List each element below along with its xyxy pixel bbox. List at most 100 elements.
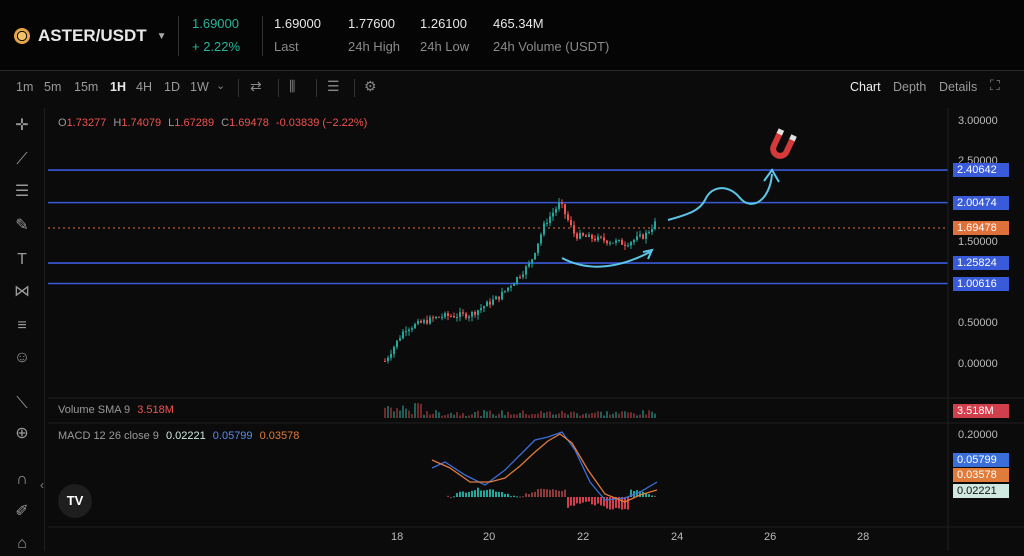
candle-body (396, 340, 398, 347)
volume-bar (402, 405, 404, 418)
interval-1m[interactable]: 1m (16, 80, 34, 94)
macd-hist-bar (492, 489, 494, 497)
list-settings-icon[interactable]: ☰ (327, 78, 340, 94)
o-label: O (58, 117, 67, 129)
volume-bar (555, 414, 557, 418)
brush-icon[interactable]: ✎ (15, 217, 29, 234)
stat-value: 1.26100 (420, 16, 467, 31)
candle-body (552, 212, 554, 217)
interval-1w[interactable]: 1W (190, 80, 209, 94)
gear-icon[interactable]: ⚙ (364, 78, 377, 94)
crosshair-icon[interactable]: ✛ (15, 117, 29, 134)
candle-body (618, 239, 620, 241)
zoom-icon[interactable]: ⊕ (15, 425, 29, 442)
volume-bar (387, 406, 389, 418)
interval-1h[interactable]: 1H (110, 80, 126, 94)
drawing-toolbar: ✛ ⟋ ☰ ✎ T ⋈ ≡ ☺ ⟍ ⊕ ∩ ✐ ⌂ (0, 108, 45, 552)
volume-bar (453, 414, 455, 418)
macd-hist-bar (501, 492, 503, 497)
collapse-arrow-icon[interactable]: ‹ (40, 478, 44, 492)
macd-hist-bar (498, 491, 500, 497)
macd-hist-bar (588, 497, 590, 502)
volume-value: 3.518M (137, 404, 174, 416)
volume-legend: Volume SMA 9 3.518M (58, 404, 174, 416)
divider (262, 16, 263, 56)
emoji-icon[interactable]: ☺ (13, 349, 31, 366)
ruler-icon[interactable]: ⟍ (16, 395, 28, 412)
volume-bar (564, 413, 566, 418)
macd-hist-bar (591, 497, 593, 505)
volume-bar (612, 413, 614, 418)
candle-type-icon[interactable]: ⫼ (289, 78, 296, 94)
candle-body (501, 291, 503, 300)
candle-body (651, 229, 653, 232)
pair-selector[interactable]: ASTER/USDT ▼ (14, 26, 167, 46)
pencil-lock-icon[interactable]: ✐ (15, 503, 29, 520)
candle-body (516, 276, 518, 284)
tradingview-logo-icon[interactable]: TV (58, 484, 92, 518)
volume-bar (522, 410, 524, 418)
text-icon[interactable]: T (17, 251, 27, 268)
pattern-icon[interactable]: ⋈ (14, 283, 30, 300)
candle-body (603, 237, 605, 241)
volume-bar (450, 412, 452, 418)
volume-bar (495, 415, 497, 418)
candle-body (594, 238, 596, 241)
macd-label: MACD 12 26 close 9 (58, 430, 159, 442)
candle-body (402, 331, 404, 339)
macd-hist-bar (447, 495, 449, 497)
interval-4h[interactable]: 4H (136, 80, 152, 94)
candle-body (630, 242, 632, 246)
candle-body (411, 328, 413, 330)
divider (316, 79, 317, 97)
volume-bar (546, 411, 548, 418)
candle-body (510, 286, 512, 288)
lock-icon[interactable]: ⌂ (17, 535, 27, 552)
macd-hist-bar (558, 490, 560, 497)
volume-bar (618, 413, 620, 418)
macd-hist-bar (534, 491, 536, 497)
volume-bar (507, 411, 509, 418)
tab-chart[interactable]: Chart (850, 80, 881, 94)
volume-bar (498, 413, 500, 418)
interval-1d[interactable]: 1D (164, 80, 180, 94)
candle-body (492, 299, 494, 305)
volume-bar (501, 410, 503, 418)
stat-value: 465.34M (493, 16, 544, 31)
candle-body (519, 276, 521, 278)
macd-hist-bar (543, 488, 545, 497)
volume-bar (456, 412, 458, 418)
interval-15m[interactable]: 15m (74, 80, 99, 94)
volume-bar (465, 415, 467, 418)
tab-details[interactable]: Details (939, 80, 978, 94)
stat-label: 24h Low (420, 39, 470, 54)
macd-hist-bar (489, 489, 491, 497)
macd-hist-bar (549, 489, 551, 497)
volume-bar (645, 414, 647, 418)
interval-5m[interactable]: 5m (44, 80, 62, 94)
candle-body (546, 223, 548, 225)
candle-body (387, 357, 389, 362)
trendline-icon[interactable]: ⟋ (16, 151, 28, 168)
close-value: 1.69478 (229, 117, 269, 129)
volume-bar (651, 411, 653, 418)
indicators-icon[interactable]: ⇄ (250, 78, 262, 94)
high-value: 1.74079 (121, 117, 162, 129)
candle-body (390, 353, 392, 358)
volume-bar (447, 414, 449, 418)
stat-high: 1.77600 24h High (348, 16, 400, 54)
macd-hist-bar (456, 493, 458, 497)
macd-hist-bar (627, 497, 629, 510)
candle-body (582, 233, 584, 236)
fib-icon[interactable]: ☰ (14, 183, 30, 200)
measure-icon[interactable]: ≡ (17, 317, 27, 334)
macd-hist-bar (603, 497, 605, 507)
volume-bar (627, 412, 629, 418)
macd-hist-bar (483, 490, 485, 497)
magnet-icon[interactable]: ∩ (16, 471, 28, 488)
tab-depth[interactable]: Depth (893, 80, 927, 94)
chevron-down-icon[interactable]: ⌄ (216, 80, 226, 92)
volume-bar (573, 411, 575, 418)
fullscreen-icon[interactable]: ⛶ (990, 77, 1000, 93)
volume-bar (549, 411, 551, 418)
